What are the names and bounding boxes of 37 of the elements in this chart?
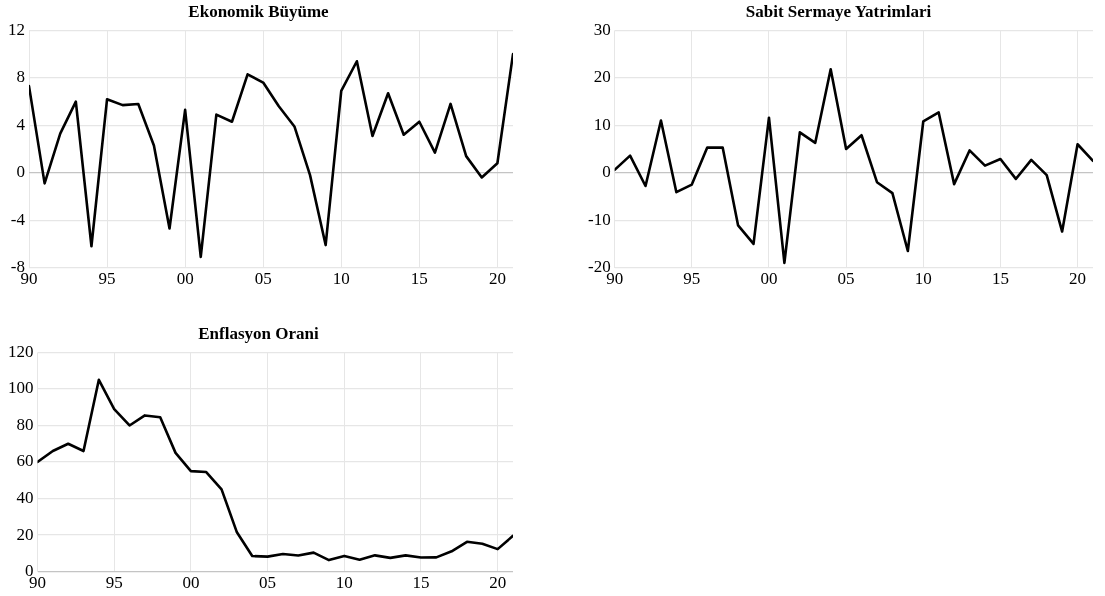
x-tick-label: 20 — [489, 573, 507, 593]
y-tick-label: 100 — [8, 378, 34, 398]
y-tick-label: 0 — [16, 162, 25, 182]
y-tick-label: 12 — [8, 19, 25, 39]
y-tick-label: 10 — [593, 114, 611, 134]
y-tick-label: 0 — [602, 162, 611, 182]
x-tick-label: 05 — [837, 269, 855, 289]
y-tick-label: 80 — [16, 414, 34, 434]
y-tick-label: 20 — [16, 524, 34, 544]
x-tick-label: 05 — [254, 269, 272, 289]
x-tick-label: 10 — [332, 269, 350, 289]
chart-title: Ekonomik Büyüme — [188, 1, 330, 21]
y-tick-label: 20 — [593, 67, 611, 87]
x-tick-label: 00 — [182, 573, 200, 593]
chart-title: Sabit Sermaye Yatrimlari — [745, 1, 932, 21]
x-tick-label: 20 — [1069, 269, 1087, 289]
x-tick-label: 05 — [259, 573, 277, 593]
x-tick-label: 10 — [335, 573, 353, 593]
x-tick-label: 15 — [412, 573, 430, 593]
x-tick-label: 15 — [410, 269, 428, 289]
x-tick-label: 95 — [105, 573, 123, 593]
y-tick-label: -10 — [587, 209, 611, 229]
y-tick-label: -4 — [10, 209, 26, 229]
x-tick-label: 00 — [176, 269, 194, 289]
y-tick-label: 120 — [8, 341, 34, 361]
y-tick-label: 60 — [16, 451, 34, 471]
chart-title: Enflasyon Orani — [198, 323, 319, 343]
y-tick-label: 30 — [593, 19, 611, 39]
y-tick-label: 4 — [16, 114, 26, 134]
x-tick-label: 20 — [488, 269, 506, 289]
y-tick-label: 8 — [16, 67, 25, 87]
x-tick-label: 95 — [98, 269, 116, 289]
x-tick-label: 10 — [914, 269, 932, 289]
x-tick-label: 15 — [991, 269, 1009, 289]
x-tick-label: 00 — [760, 269, 778, 289]
y-tick-label: 40 — [16, 488, 34, 507]
x-tick-label: 95 — [683, 269, 701, 289]
